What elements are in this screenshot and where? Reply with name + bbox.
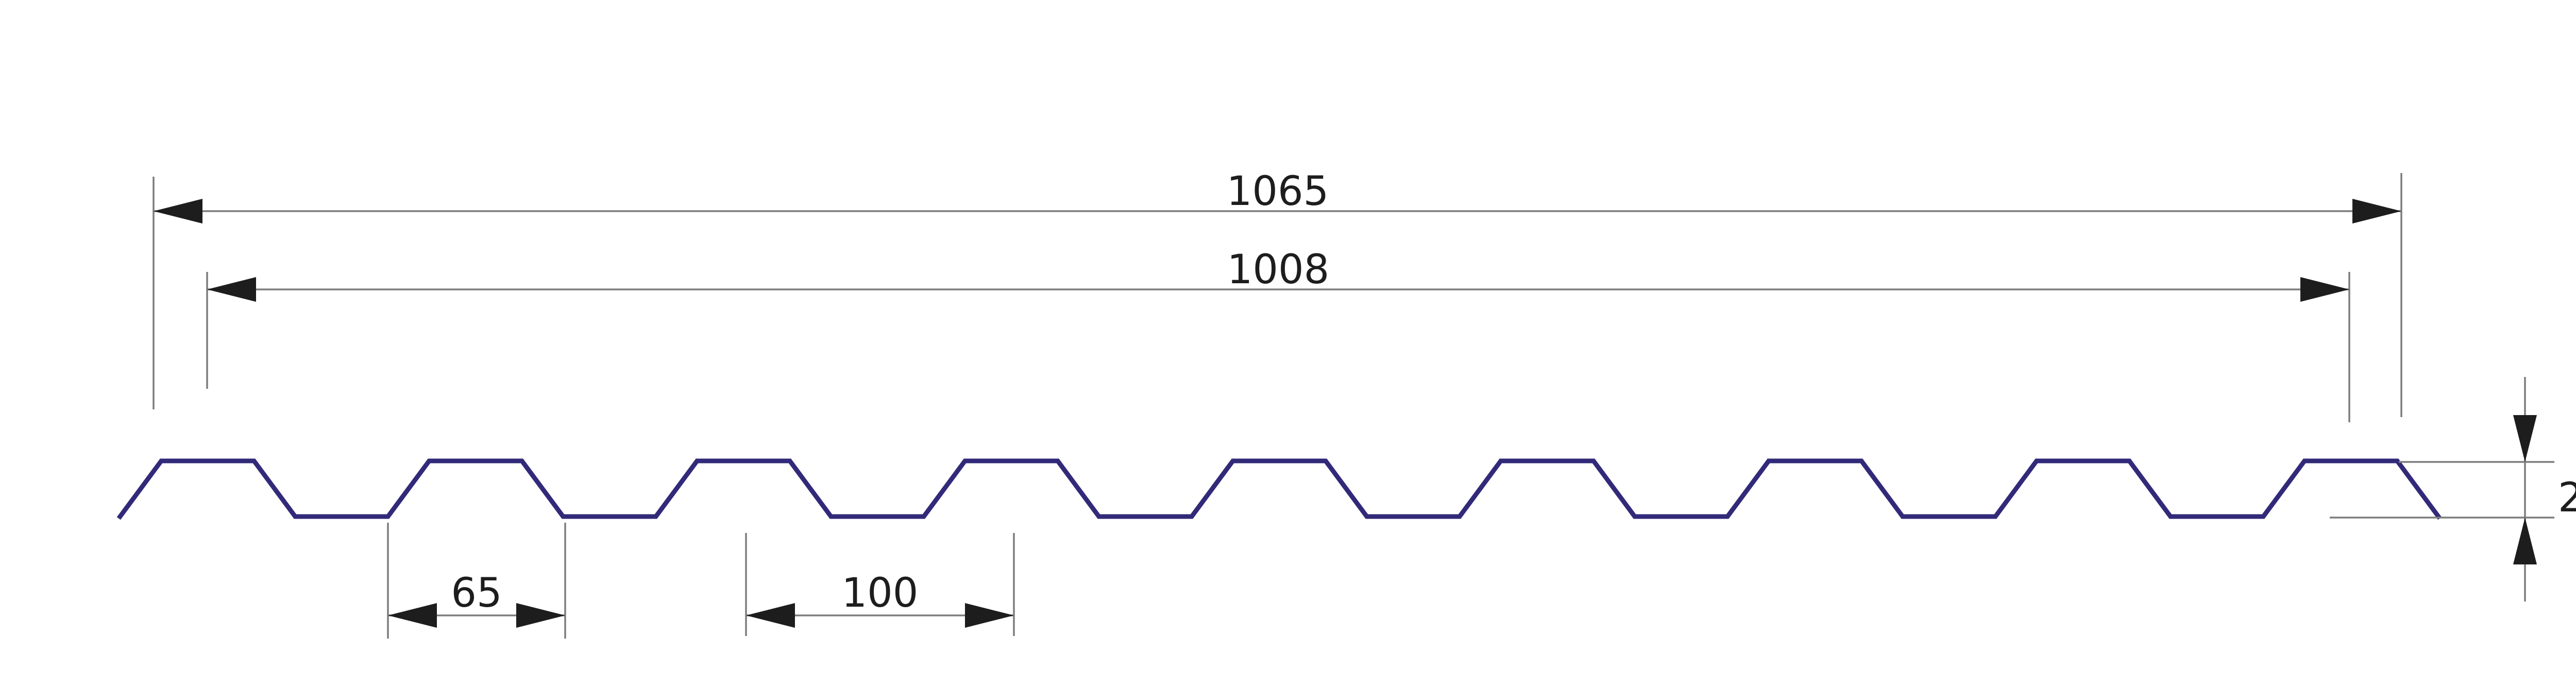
dimension-working-width: 1008 [206,247,2350,422]
arrowhead-right [965,603,1014,628]
dim-label-working-width: 1008 [1227,247,1330,293]
arrowhead-left [154,199,202,224]
dim-label-rib-bottom: 65 [451,570,502,616]
arrowhead-left [388,603,437,628]
dim-label-rib-pitch: 100 [842,570,919,616]
dim-label-overall-width: 1065 [1227,168,1329,215]
arrowhead-right [2352,199,2401,224]
arrowhead-left [207,277,256,302]
arrowhead-right [516,603,565,628]
dimension-rib-bottom: 65 [387,523,566,639]
arrowhead-right [2300,277,2349,302]
dim-label-profile-height: 21 мм [2558,475,2576,521]
arrowhead-up [2513,518,2537,564]
arrowhead-down [2513,415,2537,462]
dimension-rib-pitch: 100 [745,533,1015,636]
dimension-profile-height: 21 мм [2330,377,2576,602]
dimension-overall-width: 1065 [152,168,2402,417]
arrowhead-left [746,603,795,628]
profile-outline [116,458,2442,520]
